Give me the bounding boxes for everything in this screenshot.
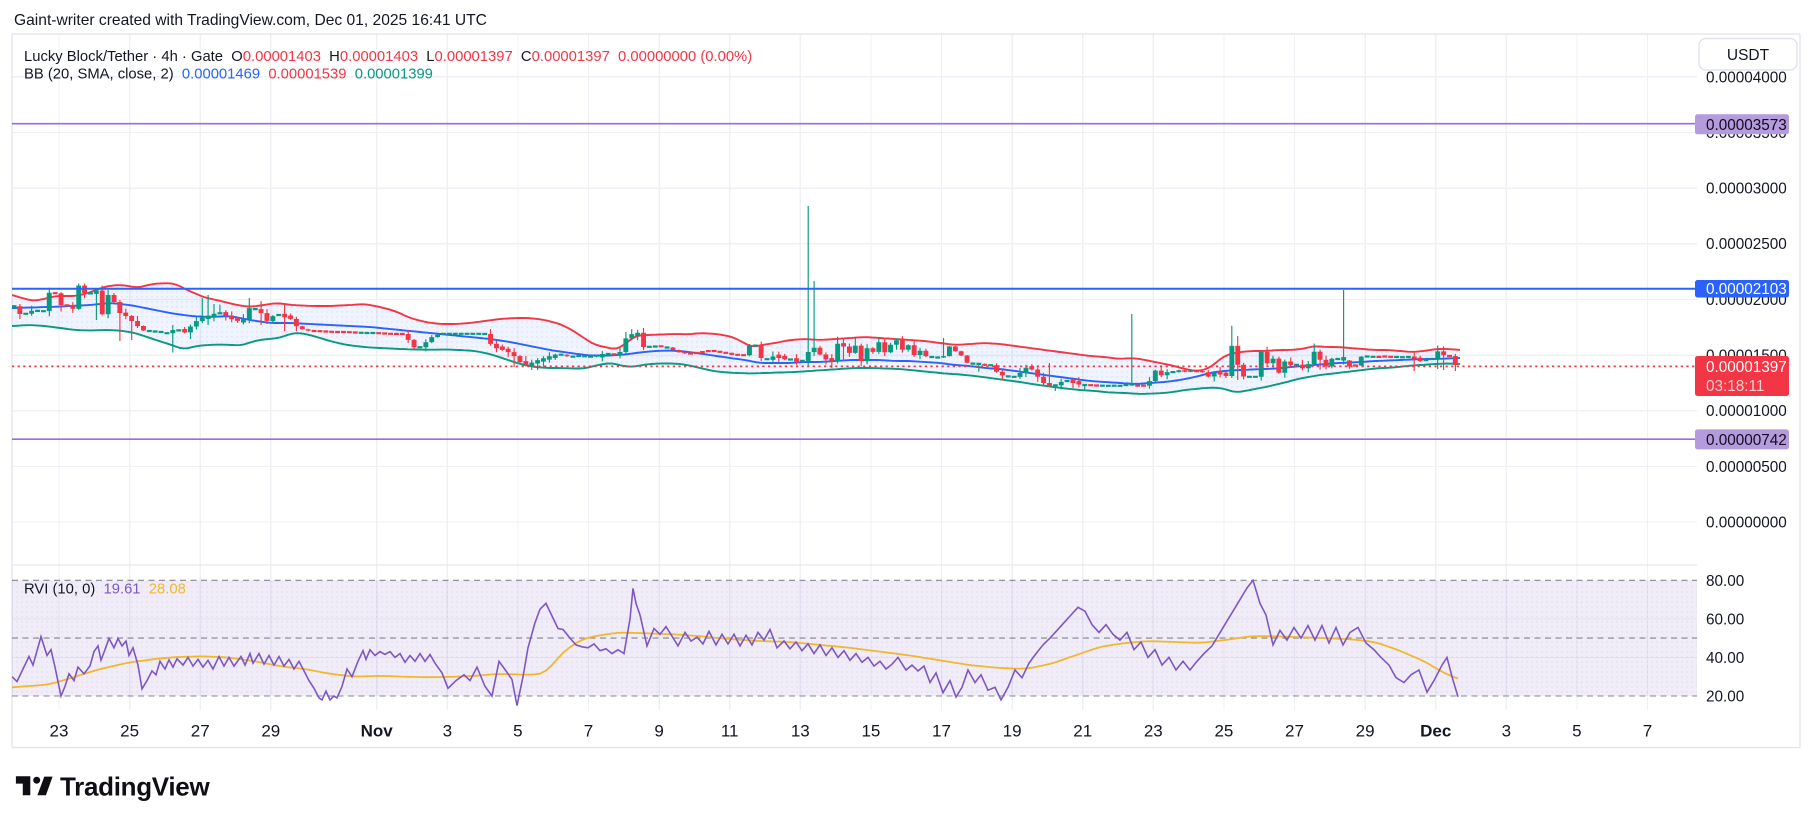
- svg-text:0.00004000: 0.00004000: [1706, 69, 1787, 86]
- svg-text:29: 29: [1356, 722, 1375, 741]
- svg-text:03:18:11: 03:18:11: [1706, 378, 1764, 395]
- svg-text:23: 23: [50, 722, 69, 741]
- svg-text:40.00: 40.00: [1706, 650, 1744, 667]
- svg-text:0.00002103: 0.00002103: [1706, 281, 1787, 298]
- svg-text:27: 27: [191, 722, 210, 741]
- svg-text:9: 9: [654, 722, 663, 741]
- svg-text:5: 5: [1572, 722, 1581, 741]
- svg-text:3: 3: [443, 722, 452, 741]
- svg-text:BB (20, SMA, close, 2) 0.0000: BB (20, SMA, close, 2) 0.00001469 0.0000…: [24, 67, 433, 83]
- svg-text:7: 7: [1643, 722, 1652, 741]
- svg-text:29: 29: [261, 722, 280, 741]
- svg-text:0.00003000: 0.00003000: [1706, 181, 1787, 198]
- svg-text:13: 13: [791, 722, 810, 741]
- svg-text:RVI (10, 0) 19.61 28.08: RVI (10, 0) 19.61 28.08: [24, 582, 186, 598]
- svg-text:15: 15: [861, 722, 880, 741]
- svg-text:0.00001000: 0.00001000: [1706, 403, 1787, 420]
- svg-text:21: 21: [1073, 722, 1092, 741]
- svg-text:7: 7: [584, 722, 593, 741]
- svg-text:19: 19: [1003, 722, 1022, 741]
- svg-text:25: 25: [120, 722, 139, 741]
- svg-text:27: 27: [1285, 722, 1304, 741]
- svg-text:17: 17: [932, 722, 951, 741]
- svg-text:0.00000500: 0.00000500: [1706, 459, 1787, 476]
- svg-text:Gaint-writer created with Trad: Gaint-writer created with TradingView.co…: [14, 12, 487, 29]
- svg-text:0.00002500: 0.00002500: [1706, 236, 1787, 253]
- svg-text:TradingView: TradingView: [60, 772, 210, 802]
- svg-text:0.00003573: 0.00003573: [1706, 117, 1787, 134]
- svg-text:Lucky Block/Tether · 4h · Gate: Lucky Block/Tether · 4h · Gate O0.000014…: [24, 49, 752, 65]
- svg-text:80.00: 80.00: [1706, 573, 1744, 590]
- svg-text:20.00: 20.00: [1706, 689, 1744, 706]
- svg-text:23: 23: [1144, 722, 1163, 741]
- svg-text:60.00: 60.00: [1706, 611, 1744, 628]
- svg-text:11: 11: [721, 722, 739, 741]
- svg-text:Nov: Nov: [361, 722, 394, 741]
- svg-text:Dec: Dec: [1420, 722, 1451, 741]
- svg-text:25: 25: [1214, 722, 1233, 741]
- svg-text:0.00000000: 0.00000000: [1706, 515, 1787, 532]
- svg-text:0.00000742: 0.00000742: [1706, 432, 1787, 449]
- svg-text:5: 5: [513, 722, 522, 741]
- svg-text:3: 3: [1502, 722, 1511, 741]
- svg-text:USDT: USDT: [1727, 47, 1770, 64]
- svg-text:0.00001397: 0.00001397: [1706, 359, 1787, 376]
